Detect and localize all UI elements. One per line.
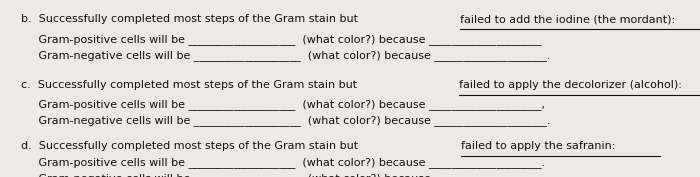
Text: failed to apply the safranin:: failed to apply the safranin: bbox=[461, 141, 615, 151]
Text: Gram-negative cells will be ___________________  (what color?) because _________: Gram-negative cells will be ____________… bbox=[21, 50, 550, 61]
Text: Gram-positive cells will be ___________________  (what color?) because _________: Gram-positive cells will be ____________… bbox=[21, 157, 545, 168]
Text: d.  Successfully completed most steps of the Gram stain but: d. Successfully completed most steps of … bbox=[21, 141, 362, 151]
Text: Gram-positive cells will be ___________________  (what color?) because _________: Gram-positive cells will be ____________… bbox=[21, 34, 542, 45]
Text: b.  Successfully completed most steps of the Gram stain but: b. Successfully completed most steps of … bbox=[21, 14, 361, 24]
Text: failed to apply the decolorizer (alcohol):: failed to apply the decolorizer (alcohol… bbox=[459, 80, 682, 90]
Text: Gram-negative cells will be ___________________  (what color?) because _________: Gram-negative cells will be ____________… bbox=[21, 115, 550, 126]
Text: Gram-positive cells will be ___________________  (what color?) because _________: Gram-positive cells will be ____________… bbox=[21, 99, 545, 110]
Text: c.  Successfully completed most steps of the Gram stain but: c. Successfully completed most steps of … bbox=[21, 80, 360, 90]
Text: Gram-negative cells will be ___________________  (what color?) because _________: Gram-negative cells will be ____________… bbox=[21, 173, 550, 177]
Text: failed to add the iodine (the mordant):: failed to add the iodine (the mordant): bbox=[461, 14, 676, 24]
